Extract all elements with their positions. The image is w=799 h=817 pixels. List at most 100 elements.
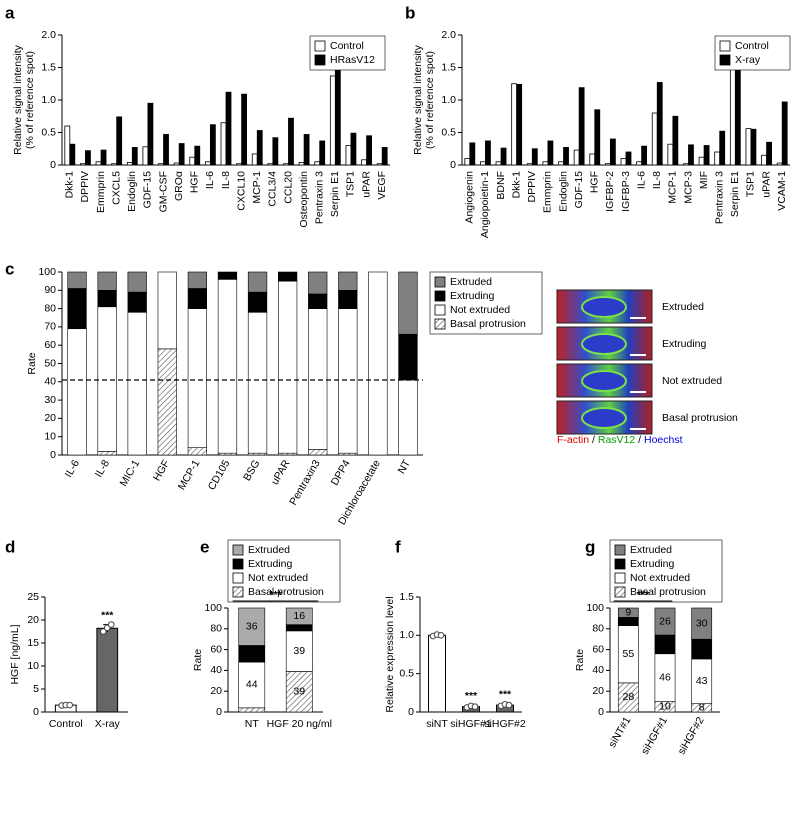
value-label: 6 (296, 622, 302, 634)
y-tick-label: 60 (210, 643, 222, 655)
x-tick-label: TSP1 (745, 171, 757, 197)
value-label: 28 (622, 691, 634, 703)
y-tick-label: 10 (27, 660, 39, 672)
bar-segment (277, 271, 298, 282)
bar (361, 159, 367, 166)
x-tick-label: Serpin E1 (329, 171, 341, 217)
bar (651, 112, 658, 166)
bar-segment (157, 271, 177, 350)
x-tick-label: Control (49, 718, 83, 730)
x-tick-label: MIF (698, 171, 710, 189)
legend-label: HRasV12 (330, 54, 375, 66)
significance: *** (499, 688, 512, 700)
legend-box (429, 271, 543, 335)
y-tick-label: 0 (216, 706, 222, 718)
data-point (107, 621, 115, 628)
x-tick-label: siHGF#1 (639, 715, 670, 757)
legend-box (227, 539, 341, 603)
legend-swatch (314, 40, 326, 52)
y-tick-label: 0 (50, 159, 56, 171)
bar (64, 125, 71, 166)
y-tick-label: 70 (44, 321, 56, 333)
y-tick-label: 2.0 (41, 29, 56, 41)
micrograph-label: Extruded (662, 301, 704, 313)
bar-segment (97, 271, 117, 291)
legend-swatch (614, 558, 626, 570)
bar (573, 149, 580, 166)
x-tick-label: IGFBP-3 (620, 171, 632, 212)
bar (469, 142, 476, 166)
bar (96, 627, 119, 713)
micrograph-cell (581, 333, 627, 355)
bar-segment (654, 607, 676, 636)
legend-label: Not extruded (630, 572, 690, 584)
x-tick-label: Osteopontin (298, 171, 310, 228)
bar (85, 150, 91, 166)
x-tick-label: IL-6 (63, 458, 83, 480)
value-label: 16 (293, 610, 305, 622)
legend-box (609, 539, 723, 603)
bar-segment (277, 280, 298, 454)
y-tick-label: 0.5 (441, 126, 456, 138)
legend-swatch (232, 544, 244, 556)
bar (256, 130, 263, 166)
bar (604, 163, 611, 166)
x-tick-label: siNT#1 (606, 715, 633, 750)
bar (209, 124, 216, 166)
value-label: 36 (246, 621, 258, 633)
y-tick-label: 10 (44, 430, 56, 442)
x-tick-label: VCAM-1 (776, 171, 788, 211)
bar (683, 163, 689, 166)
bar (381, 147, 388, 166)
bar-segment (127, 311, 147, 456)
y-tick-label: 100 (204, 602, 222, 614)
y-axis-label: Relative expression level (384, 596, 396, 712)
bar (516, 84, 523, 166)
y-tick-label: 80 (210, 623, 222, 635)
x-tick-label: IL-6 (204, 171, 216, 189)
x-tick-label: X-ray (95, 718, 121, 730)
bar (116, 116, 123, 166)
bar (220, 122, 227, 166)
bar (547, 140, 554, 166)
bar (495, 161, 502, 166)
value-label: 30 (696, 617, 708, 629)
y-tick-label: 60 (44, 339, 56, 351)
micrograph-label: Basal protrusion (662, 412, 738, 424)
legend-swatch (719, 40, 731, 52)
bar (158, 163, 164, 166)
legend-label: Basal protrusion (630, 586, 706, 598)
y-tick-label: 1.5 (399, 591, 414, 603)
x-tick-label: HGF 20 ng/ml (267, 718, 332, 730)
bar (111, 163, 118, 166)
data-point (437, 632, 445, 639)
x-tick-label: HGF (189, 171, 201, 193)
x-tick-label: siHGF#1 (450, 718, 492, 730)
x-tick-label: Emmprin (95, 171, 107, 213)
legend-label: Control (735, 40, 769, 52)
x-tick-label: Emmprin (542, 171, 554, 213)
caption-part: Hoechst (644, 434, 683, 446)
bar (594, 109, 601, 166)
y-tick-label: 25 (27, 591, 39, 603)
panel-label: e (200, 537, 209, 556)
x-tick-label: HGF (151, 458, 172, 483)
x-tick-label: CXCL5 (110, 171, 122, 205)
bar-segment (368, 271, 388, 456)
bar (288, 117, 294, 166)
y-tick-label: 20 (210, 685, 222, 697)
y-tick-label: 0 (450, 159, 456, 171)
legend-label: Basal protrusion (248, 586, 324, 598)
bar-segment (308, 449, 328, 456)
value-label: 39 (293, 686, 305, 698)
bar (147, 102, 154, 166)
bar (558, 161, 564, 166)
y-tick-label: 0 (598, 706, 604, 718)
bar (100, 149, 107, 166)
bar-segment (285, 607, 313, 625)
panel-label: f (395, 537, 401, 556)
bar (719, 130, 726, 166)
legend-swatch (434, 276, 446, 288)
x-tick-label: MCP-1 (251, 171, 263, 204)
